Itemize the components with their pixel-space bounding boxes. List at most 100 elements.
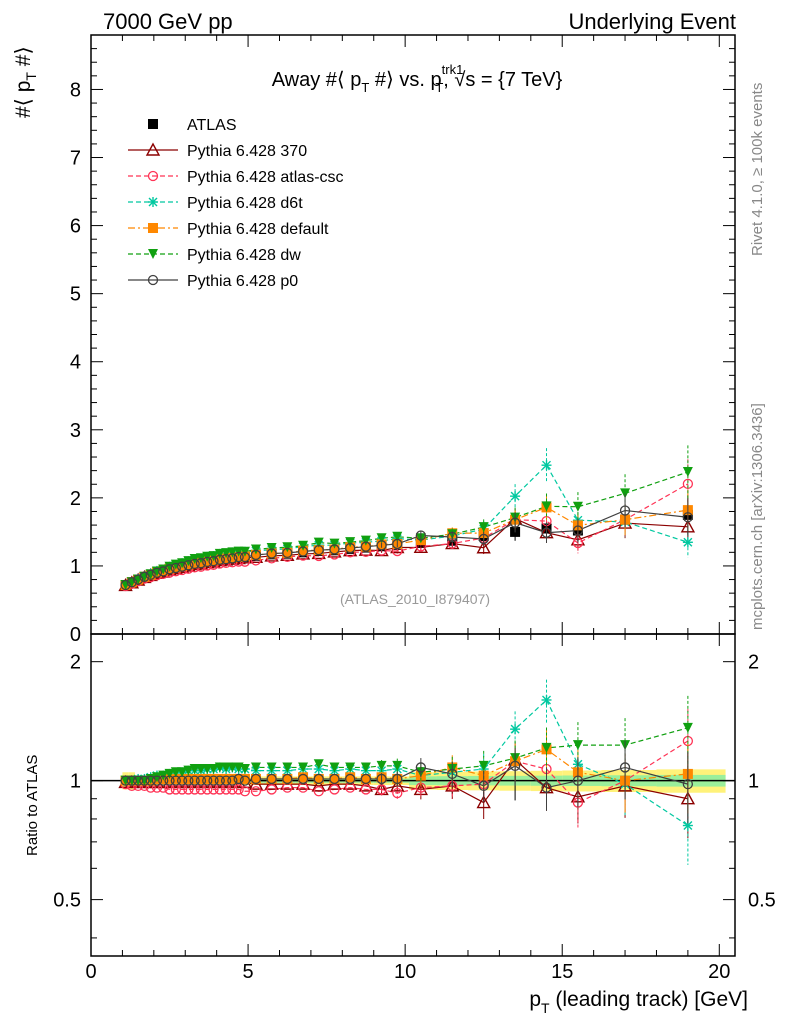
ratio-point <box>619 762 631 773</box>
ratio-point <box>208 764 219 775</box>
ratio-point <box>266 784 277 795</box>
ratio-point <box>376 784 387 795</box>
main-point <box>239 551 251 563</box>
x-axis-label: pT (leading track) [GeV] <box>529 988 748 1016</box>
ratio-point <box>313 759 324 770</box>
main-point <box>329 544 340 555</box>
main-point <box>250 544 261 555</box>
ratio-line-3 <box>125 698 689 827</box>
ratio-point <box>298 762 309 773</box>
ratio-point <box>282 762 293 773</box>
main-point <box>221 553 232 564</box>
ratio-point <box>183 775 194 786</box>
ratio-point <box>214 762 225 773</box>
y-tick-label: 1 <box>70 556 81 578</box>
main-point <box>266 548 277 559</box>
ratio-point <box>376 760 387 771</box>
ratio-point <box>510 724 521 735</box>
ratio-point <box>195 764 206 775</box>
main-point <box>541 527 552 538</box>
main-point <box>170 559 181 570</box>
legend-marker <box>147 274 159 286</box>
ratio-tick-label-left: 0.5 <box>53 890 81 912</box>
ratio-point <box>297 773 309 785</box>
main-point <box>541 501 552 512</box>
legend-marker <box>148 197 158 207</box>
main-point <box>376 533 387 544</box>
ratio-point <box>120 775 131 786</box>
ratio-point <box>151 772 162 783</box>
series-markers <box>118 445 696 865</box>
ratio-point <box>164 768 175 779</box>
ratio-point <box>682 820 693 831</box>
legend-label: Pythia 6.428 370 <box>187 143 307 160</box>
main-point <box>227 552 238 563</box>
ratio-point <box>239 775 251 786</box>
ratio-point <box>266 773 277 785</box>
ratio-point <box>233 773 244 785</box>
main-point <box>282 547 293 559</box>
ratio-point <box>250 762 261 773</box>
ratio-point <box>164 775 175 786</box>
ratio-point <box>177 773 188 784</box>
y-tick-label: 5 <box>70 284 81 306</box>
ratio-point <box>214 775 225 786</box>
ratio-point <box>195 775 207 786</box>
ratio-point <box>221 773 232 784</box>
ratio-point <box>329 773 340 784</box>
ratio-point <box>177 767 188 778</box>
main-point <box>282 542 293 553</box>
ratio-tick-label-right: 1 <box>748 771 759 793</box>
main-point <box>189 558 200 570</box>
main-point <box>133 574 144 585</box>
main-point <box>220 553 232 565</box>
ratio-point <box>221 762 232 773</box>
x-tick-label: 10 <box>394 961 416 983</box>
ratio-point <box>478 760 489 771</box>
main-point <box>376 540 387 551</box>
main-point <box>619 505 631 516</box>
ratio-point <box>233 784 244 795</box>
x-tick-label: 0 <box>85 961 96 983</box>
ratio-point <box>476 795 491 809</box>
main-point <box>221 548 232 559</box>
ratio-point <box>202 775 213 786</box>
main-point <box>177 558 188 569</box>
star-stroke <box>148 197 158 207</box>
main-point <box>510 491 521 502</box>
ratio-point <box>541 694 552 705</box>
ratio-point <box>478 780 489 792</box>
y-tick-label: 2 <box>70 488 81 510</box>
ratio-point <box>313 773 324 785</box>
ratio-point <box>189 775 200 786</box>
process-label: Underlying Event <box>568 9 736 34</box>
ratio-point <box>266 762 277 773</box>
ratio-point <box>360 773 371 784</box>
main-point <box>682 537 693 548</box>
star-stroke <box>510 724 520 734</box>
main-point <box>151 567 163 578</box>
ratio-point <box>329 784 340 795</box>
main-point <box>447 531 458 543</box>
x-tick-label: 5 <box>243 961 254 983</box>
ratio-point <box>145 775 156 786</box>
y-tick-label: 7 <box>70 148 81 170</box>
y-tick-label: 4 <box>70 352 81 374</box>
ratio-point <box>170 773 181 784</box>
ratio-panel-frame <box>90 633 736 957</box>
main-point <box>214 548 225 559</box>
main-point <box>329 544 340 555</box>
ratio-point <box>250 786 262 797</box>
main-point <box>164 561 175 572</box>
main-point <box>313 544 324 556</box>
ratio-point <box>415 762 427 773</box>
main-point <box>266 548 277 559</box>
star-stroke <box>683 821 693 831</box>
main-point <box>126 577 137 588</box>
main-point <box>227 547 238 558</box>
ratio-point <box>227 775 238 786</box>
main-point <box>313 537 324 548</box>
main-point <box>139 571 150 582</box>
ratio-point <box>189 764 200 775</box>
main-point <box>392 538 403 550</box>
